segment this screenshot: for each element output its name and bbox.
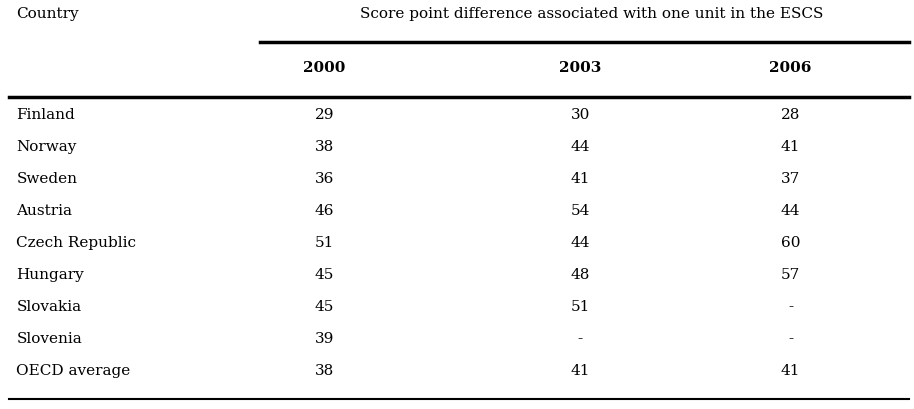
Text: 41: 41 <box>570 363 590 377</box>
Text: Norway: Norway <box>16 139 77 153</box>
Text: 30: 30 <box>570 108 590 121</box>
Text: 38: 38 <box>314 139 335 153</box>
Text: Sweden: Sweden <box>16 171 78 185</box>
Text: Country: Country <box>16 7 80 21</box>
Text: 28: 28 <box>781 108 801 121</box>
Text: 44: 44 <box>570 235 590 249</box>
Text: Finland: Finland <box>16 108 75 121</box>
Text: 2003: 2003 <box>559 61 601 74</box>
Text: Slovenia: Slovenia <box>16 331 82 345</box>
Text: -: - <box>788 331 793 345</box>
Text: 41: 41 <box>781 363 801 377</box>
Text: 36: 36 <box>314 171 335 185</box>
Text: 57: 57 <box>781 267 801 281</box>
Text: 51: 51 <box>570 299 590 313</box>
Text: 45: 45 <box>314 267 335 281</box>
Text: Slovakia: Slovakia <box>16 299 81 313</box>
Text: 39: 39 <box>314 331 335 345</box>
Text: 41: 41 <box>781 139 801 153</box>
Text: Hungary: Hungary <box>16 267 84 281</box>
Text: 45: 45 <box>314 299 335 313</box>
Text: 2000: 2000 <box>303 61 345 74</box>
Text: -: - <box>788 299 793 313</box>
Text: 29: 29 <box>314 108 335 121</box>
Text: Czech Republic: Czech Republic <box>16 235 136 249</box>
Text: 60: 60 <box>781 235 801 249</box>
Text: -: - <box>578 331 583 345</box>
Text: 44: 44 <box>570 139 590 153</box>
Text: 48: 48 <box>570 267 590 281</box>
Text: 44: 44 <box>781 203 801 217</box>
Text: Austria: Austria <box>16 203 72 217</box>
Text: 37: 37 <box>781 171 801 185</box>
Text: 46: 46 <box>314 203 335 217</box>
Text: 38: 38 <box>314 363 335 377</box>
Text: 54: 54 <box>570 203 590 217</box>
Text: 51: 51 <box>314 235 335 249</box>
Text: 2006: 2006 <box>770 61 812 74</box>
Text: OECD average: OECD average <box>16 363 131 377</box>
Text: 41: 41 <box>570 171 590 185</box>
Text: Score point difference associated with one unit in the ESCS: Score point difference associated with o… <box>360 7 824 21</box>
